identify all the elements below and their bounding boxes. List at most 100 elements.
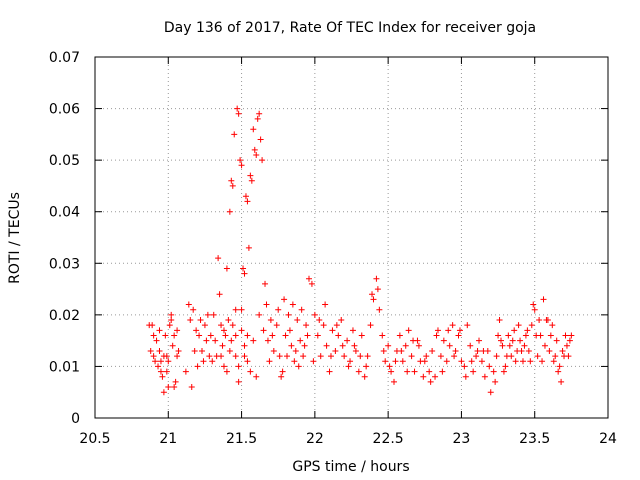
- data-point: [498, 337, 505, 344]
- data-point: [220, 363, 227, 370]
- x-tick-labels: 20.5 21 21.5 22 22.5 23 23.5 24: [79, 431, 617, 447]
- data-point: [165, 358, 172, 365]
- data-points: [146, 105, 575, 396]
- data-point: [201, 322, 208, 329]
- data-point: [357, 353, 364, 360]
- x-tick-label: 21: [159, 431, 177, 447]
- data-point: [323, 342, 330, 349]
- data-point: [267, 317, 274, 324]
- y-tick-labels: 0 0.01 0.02 0.03 0.04 0.05 0.06 0.07: [49, 50, 80, 427]
- data-point: [502, 363, 509, 370]
- data-point: [156, 327, 163, 334]
- data-point: [198, 347, 205, 354]
- data-point: [187, 317, 194, 324]
- data-point: [562, 332, 569, 339]
- data-point: [352, 347, 359, 354]
- data-point: [150, 332, 157, 339]
- data-point: [317, 353, 324, 360]
- data-point: [235, 363, 242, 370]
- data-point: [196, 332, 203, 339]
- data-point: [244, 358, 251, 365]
- data-point: [490, 368, 497, 375]
- data-point: [509, 337, 516, 344]
- data-point: [223, 265, 230, 272]
- data-point: [259, 157, 266, 164]
- data-point: [511, 327, 518, 334]
- data-point: [537, 332, 544, 339]
- data-point: [253, 373, 260, 380]
- data-point: [449, 322, 456, 329]
- data-point: [492, 378, 499, 385]
- data-point: [218, 322, 225, 329]
- chart-title: Day 136 of 2017, Rate Of TEC Index for r…: [164, 20, 536, 36]
- data-point: [288, 342, 295, 349]
- data-point: [379, 332, 386, 339]
- data-point: [247, 172, 254, 179]
- data-point: [159, 373, 166, 380]
- data-point: [556, 363, 563, 370]
- data-point: [329, 327, 336, 334]
- data-point: [539, 358, 546, 365]
- data-point: [327, 353, 334, 360]
- data-point: [347, 358, 354, 365]
- data-point: [476, 337, 483, 344]
- data-point: [437, 353, 444, 360]
- data-point: [298, 306, 305, 313]
- data-point: [521, 342, 528, 349]
- data-point: [531, 306, 538, 313]
- data-point: [411, 368, 418, 375]
- y-tick-label: 0.02: [49, 308, 80, 324]
- data-point: [244, 332, 251, 339]
- data-point: [518, 347, 525, 354]
- data-point: [402, 342, 409, 349]
- data-point: [163, 368, 170, 375]
- data-point: [519, 358, 526, 365]
- data-point: [421, 358, 428, 365]
- data-point: [228, 337, 235, 344]
- data-point: [382, 358, 389, 365]
- y-axis-label: ROTI / TECUs: [7, 192, 23, 284]
- data-point: [427, 378, 434, 385]
- data-point: [404, 368, 411, 375]
- data-point: [344, 337, 351, 344]
- plot-frame: [94, 56, 609, 419]
- data-point: [238, 306, 245, 313]
- data-point: [153, 337, 160, 344]
- data-point: [568, 332, 575, 339]
- data-point: [530, 301, 537, 308]
- data-point: [235, 110, 242, 117]
- data-point: [256, 311, 263, 318]
- data-point: [524, 327, 531, 334]
- y-tick-label: 0.05: [49, 153, 80, 169]
- data-point: [191, 347, 198, 354]
- data-point: [238, 162, 245, 169]
- data-point: [534, 353, 541, 360]
- data-point: [396, 332, 403, 339]
- data-point: [420, 373, 427, 380]
- data-point: [515, 322, 522, 329]
- x-tick-label: 23.5: [519, 431, 550, 447]
- data-point: [410, 337, 417, 344]
- data-point: [458, 358, 465, 365]
- data-point: [481, 373, 488, 380]
- y-tick-label: 0.07: [49, 50, 80, 66]
- data-point: [218, 353, 225, 360]
- data-point: [219, 342, 226, 349]
- data-point: [566, 337, 573, 344]
- data-point: [464, 322, 471, 329]
- data-point: [204, 311, 211, 318]
- data-point: [349, 327, 356, 334]
- data-point: [320, 322, 327, 329]
- y-tick-label: 0: [71, 411, 80, 427]
- data-point: [473, 353, 480, 360]
- data-point: [361, 373, 368, 380]
- data-point: [240, 265, 247, 272]
- data-point: [522, 332, 529, 339]
- data-point: [364, 353, 371, 360]
- y-tick-label: 0.06: [49, 102, 80, 118]
- data-point: [467, 342, 474, 349]
- data-point: [174, 353, 181, 360]
- data-point: [333, 322, 340, 329]
- data-point: [229, 322, 236, 329]
- data-point: [150, 353, 157, 360]
